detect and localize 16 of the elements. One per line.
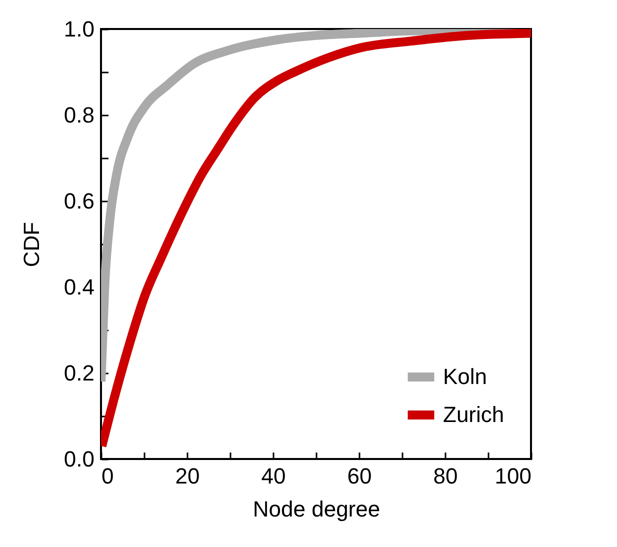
legend-label: Zurich	[443, 402, 504, 427]
x-axis-title: Node degree	[252, 496, 380, 522]
x-tick-label: 60	[347, 464, 372, 488]
y-tick-label: 0.0	[64, 446, 94, 472]
x-tick-label: 0	[102, 464, 114, 488]
legend-label: Koln	[443, 364, 488, 389]
y-tick-label: 1.0	[64, 16, 94, 42]
x-tick-label: 100	[494, 464, 532, 488]
x-tick-label: 80	[433, 464, 458, 488]
y-tick-label: 0.8	[64, 102, 94, 128]
y-tick-label: 0.2	[64, 360, 94, 386]
y-tick-label: 0.6	[64, 188, 94, 214]
y-tick-label: 0.4	[64, 274, 94, 300]
y-axis-title: CDF	[18, 222, 44, 268]
x-tick-label: 40	[261, 464, 286, 488]
x-tick-label: 20	[175, 464, 200, 488]
